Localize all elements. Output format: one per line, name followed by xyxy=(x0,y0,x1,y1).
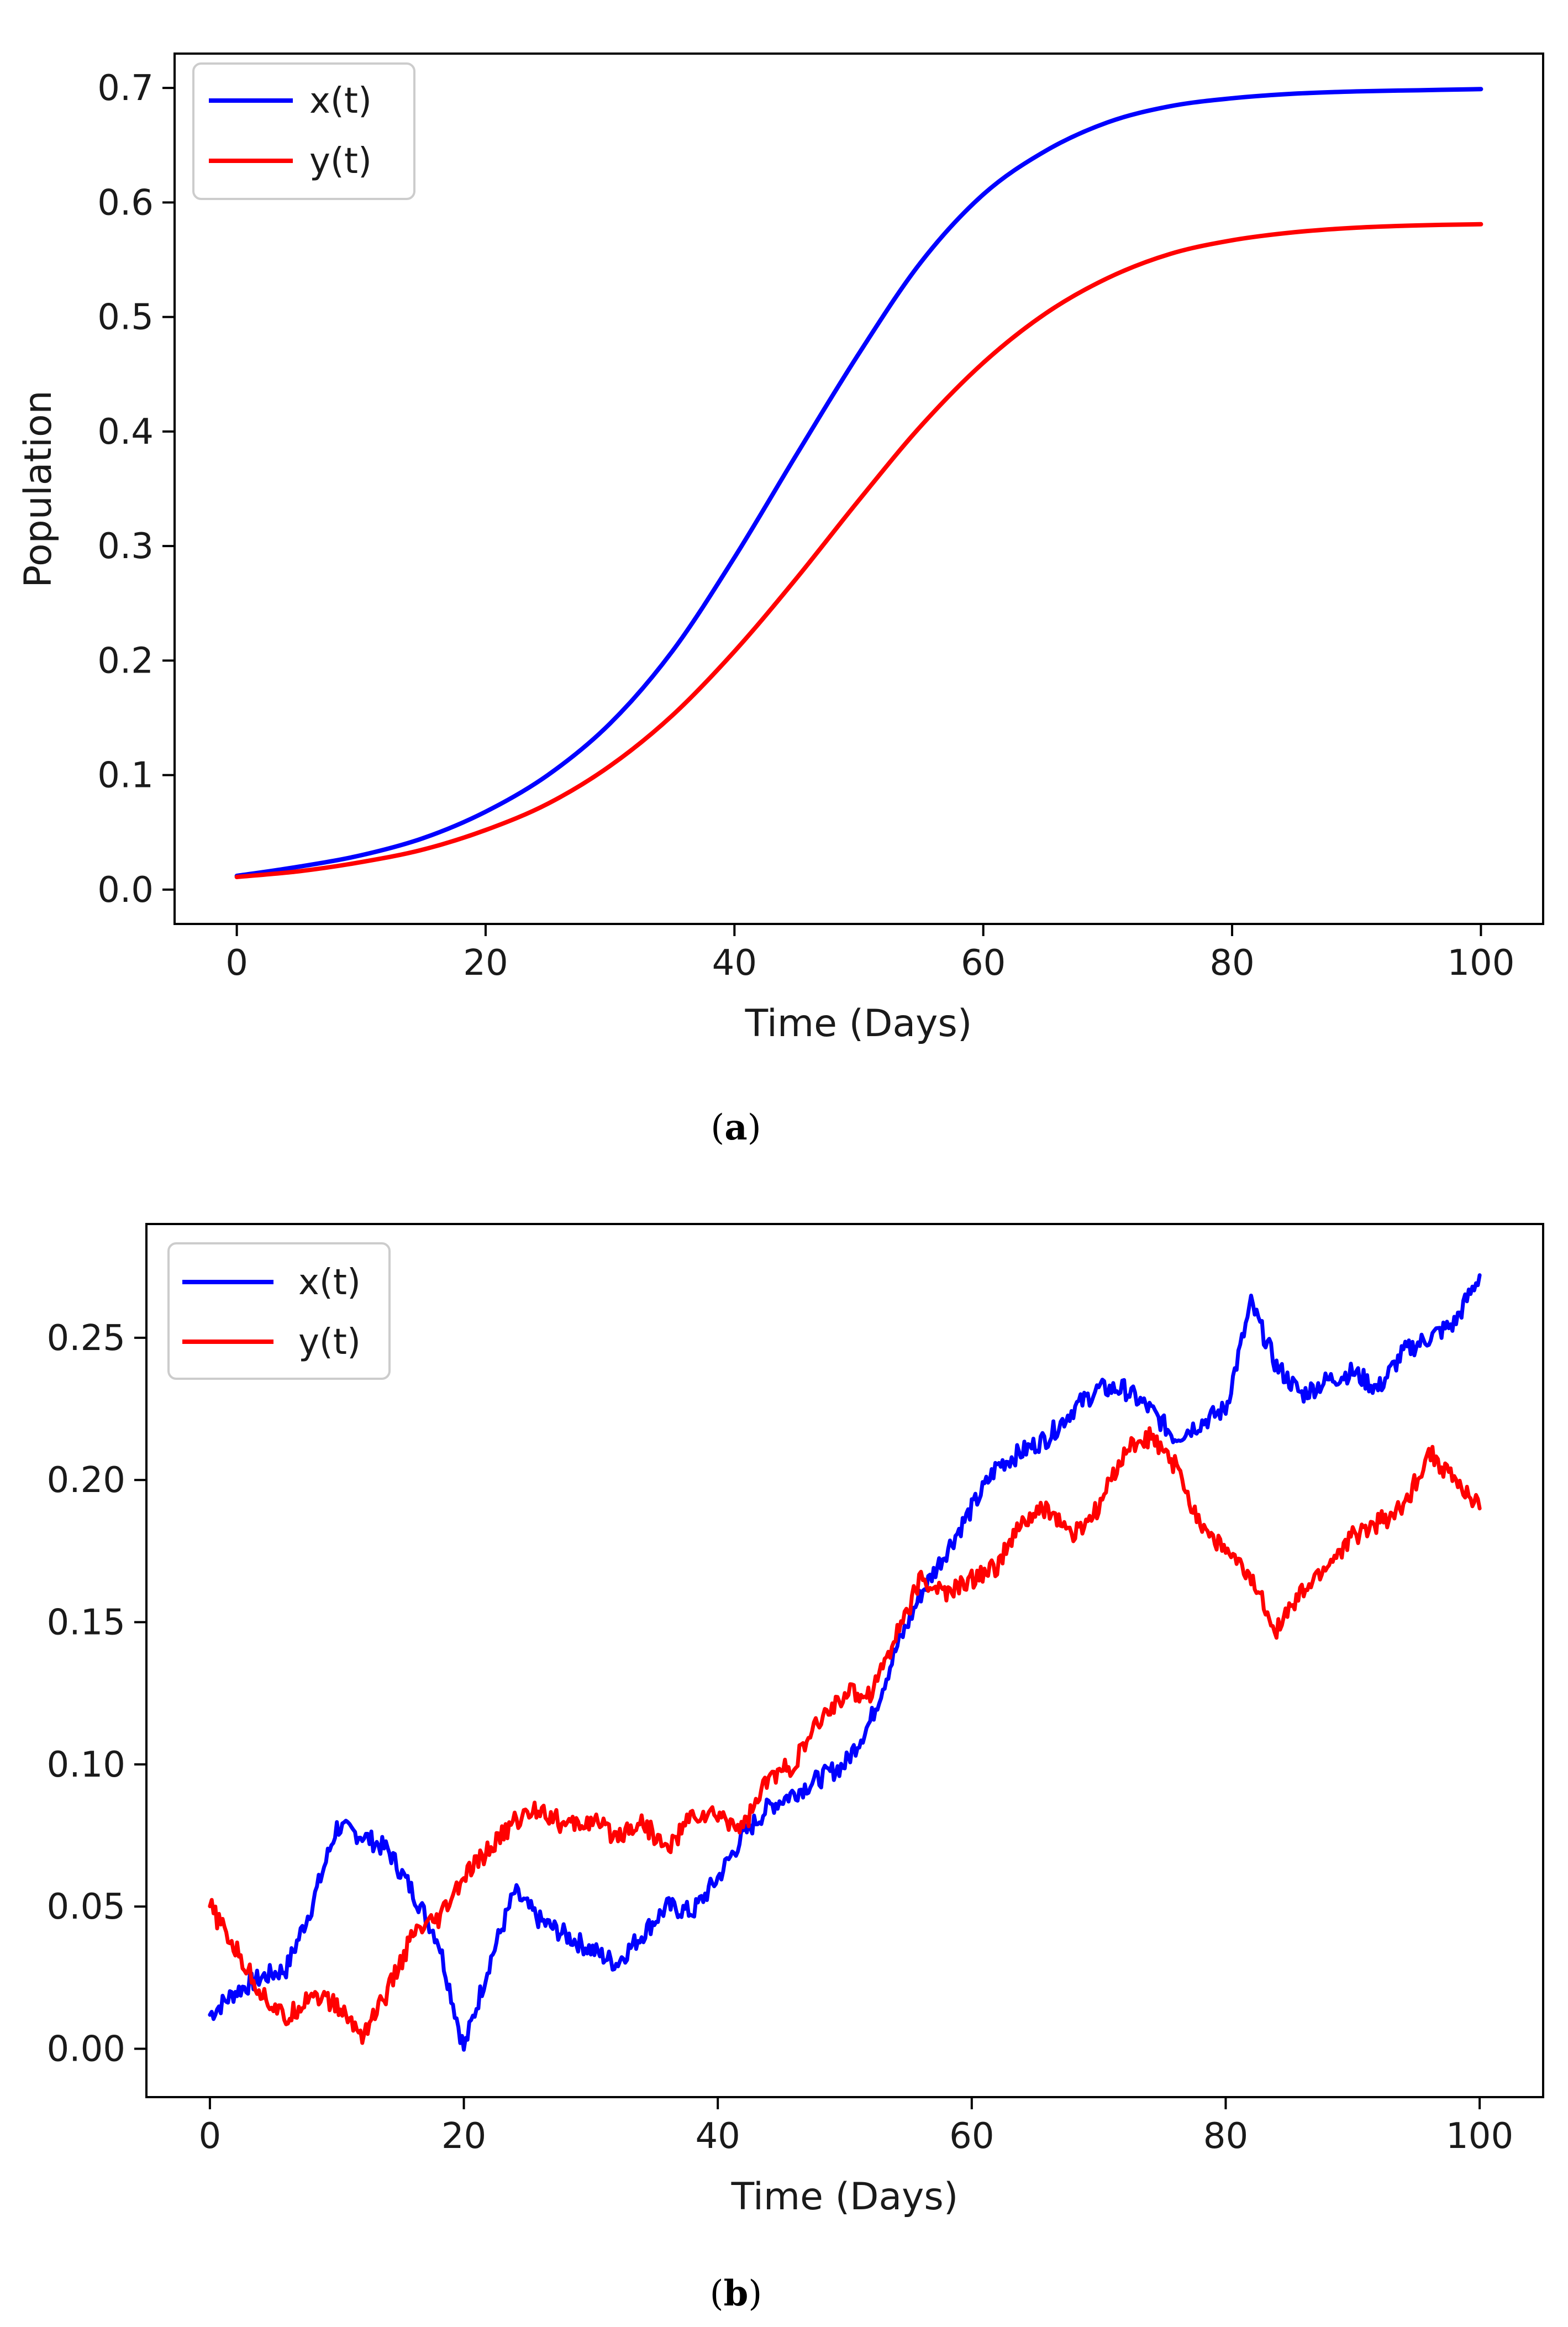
series-line-xt-a xyxy=(234,87,1483,878)
x-axis-title-b: Time (Days) xyxy=(731,2175,959,2219)
y-tick-label-b: 0.10 xyxy=(47,1745,126,1785)
y-tick-label-a: 0.0 xyxy=(97,870,154,911)
axis-ticks-a: 0 20 40 60 80 100 0.0 0.1 0.2 0.3 0.4 0.5 0.6 0.7 xyxy=(97,68,1514,984)
x-tick-label-a: 80 xyxy=(1209,943,1254,984)
caption-b-open: ( xyxy=(710,2273,724,2314)
caption-a: (a) xyxy=(711,1107,761,1148)
series-group-a xyxy=(234,87,1483,880)
series-group-b xyxy=(208,1273,1482,2052)
legend-label-y-a: y(t) xyxy=(309,141,372,182)
panel-b: 0 20 40 60 80 100 0.00 0.05 0.10 0.15 0.20 0.25 Tim… xyxy=(47,1223,1544,2314)
y-tick-label-b: 0.25 xyxy=(47,1318,126,1359)
x-tick-label-a: 60 xyxy=(961,943,1006,984)
series-line-yt-a xyxy=(234,222,1483,880)
panel-a: 0 20 40 60 80 100 0.0 0.1 0.2 0.3 0.4 0.5 0.6 0.7 Tim… xyxy=(17,52,1544,1148)
legend-a: x(t) y(t) xyxy=(192,62,415,200)
caption-b: (b) xyxy=(710,2273,762,2314)
y-tick-label-b: 0.05 xyxy=(47,1887,126,1927)
caption-a-open: ( xyxy=(711,1107,724,1148)
y-tick-label-b: 0.00 xyxy=(47,2029,126,2070)
y-tick-label-a: 0.1 xyxy=(97,755,154,796)
y-axis-title-a: Population xyxy=(17,390,60,587)
legend-box-a xyxy=(192,62,415,200)
y-tick-label-a: 0.2 xyxy=(97,640,154,681)
x-tick-label-b: 0 xyxy=(199,2116,222,2157)
caption-a-close: ) xyxy=(748,1107,761,1148)
legend-label-y-b: y(t) xyxy=(298,1322,361,1363)
caption-a-letter: a xyxy=(724,1107,747,1148)
y-tick-label-a: 0.6 xyxy=(97,182,154,223)
legend-box-b xyxy=(167,1242,391,1380)
x-tick-label-b: 60 xyxy=(949,2116,994,2157)
x-tick-label-a: 20 xyxy=(463,943,508,984)
x-tick-label-a: 40 xyxy=(712,943,757,984)
x-tick-label-a: 100 xyxy=(1447,943,1514,984)
x-tick-label-b: 80 xyxy=(1203,2116,1248,2157)
y-tick-label-a: 0.4 xyxy=(97,412,154,453)
y-tick-label-a: 0.5 xyxy=(97,297,154,338)
y-tick-label-b: 0.15 xyxy=(47,1603,126,1643)
x-tick-label-b: 100 xyxy=(1446,2116,1513,2157)
y-tick-label-a: 0.3 xyxy=(97,526,154,567)
x-tick-label-b: 40 xyxy=(695,2116,740,2157)
x-tick-label-b: 20 xyxy=(441,2116,486,2157)
x-axis-title-a: Time (Days) xyxy=(745,1002,972,1046)
caption-b-close: ) xyxy=(748,2273,762,2314)
y-tick-label-b: 0.20 xyxy=(47,1460,126,1501)
series-line-xt-b xyxy=(208,1273,1482,2052)
caption-b-letter: b xyxy=(724,2273,749,2314)
legend-label-x-b: x(t) xyxy=(298,1262,361,1303)
series-line-yt-b xyxy=(208,1426,1482,2045)
legend-b: x(t) y(t) xyxy=(167,1242,391,1380)
legend-label-x-a: x(t) xyxy=(309,81,372,122)
x-tick-label-a: 0 xyxy=(225,943,248,984)
axis-ticks-b: 0 20 40 60 80 100 0.00 0.05 0.10 0.15 0.20 0.25 xyxy=(47,1318,1514,2157)
y-tick-label-a: 0.7 xyxy=(97,68,154,109)
